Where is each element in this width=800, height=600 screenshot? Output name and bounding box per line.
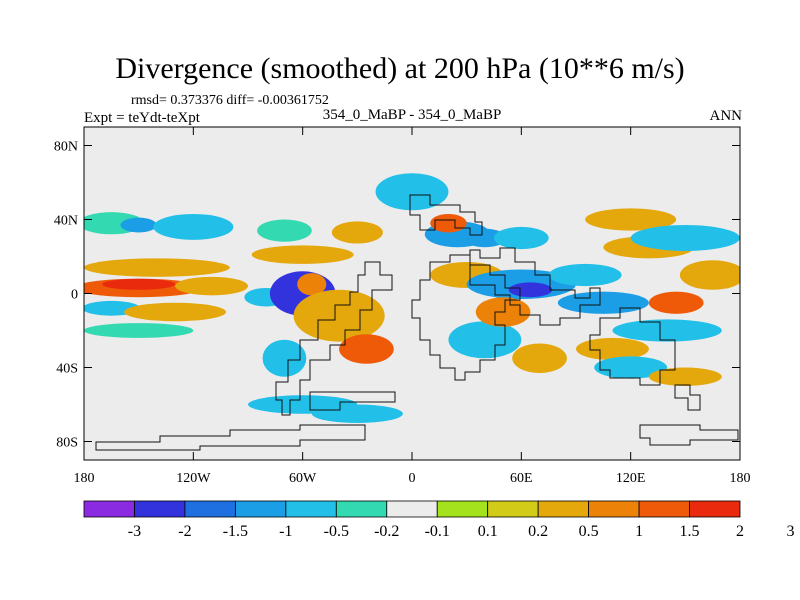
y-tick-label-4: 80S [56, 436, 78, 451]
field-blob-18 [262, 339, 307, 377]
field-blob-37 [576, 337, 649, 361]
field-blob-39 [448, 321, 522, 359]
field-blob-2 [153, 213, 234, 240]
colorbar-label-7: 0.1 [478, 523, 498, 540]
field-blob-30 [557, 291, 649, 314]
colorbar-swatch-1 [134, 500, 186, 518]
rmsd-diff-text: rmsd= 0.373376 diff= -0.00361752 [131, 93, 329, 108]
coastline-north-america [409, 194, 483, 236]
colorbar-swatch-5 [335, 500, 388, 518]
coastline-antarctic-peninsula [309, 391, 396, 411]
colorbar-label-12: 2 [736, 523, 744, 540]
x-tick-label-2: 60W [289, 471, 317, 486]
x-tick-label-5: 120E [616, 471, 646, 486]
coastline-south-america [275, 261, 393, 416]
colorbar-swatch-10 [588, 500, 640, 518]
colorbar-label-8: 0.2 [528, 523, 548, 540]
field-blob-35 [648, 291, 704, 314]
coastline-eurasia [469, 247, 601, 326]
x-axis: 180 120W 60W 0 60E 120E 180 [74, 127, 751, 486]
x-tick-label-1: 120W [176, 471, 211, 486]
field-blob-36 [612, 319, 722, 342]
coastline-africa [411, 254, 521, 381]
field-blob-34 [679, 260, 740, 290]
y-tick-label-2: 0 [71, 288, 78, 303]
field-blob-11 [124, 302, 227, 322]
colorbar-label-4: -0.5 [324, 523, 349, 540]
x-tick-label-3: 0 [409, 471, 416, 486]
x-tick-label-6: 180 [730, 471, 751, 486]
field-blob-1 [120, 217, 157, 233]
chart-title: Divergence (smoothed) at 200 hPa (10**6 … [115, 52, 685, 85]
colorbar-swatch-12 [689, 500, 741, 518]
colorbar-swatch-0 [83, 500, 135, 518]
field-blob-6 [84, 258, 230, 277]
experiment-label: Expt = teYdt-teXpt [84, 110, 200, 126]
y-tick-label-0: 80N [54, 140, 78, 155]
field-blob-23 [430, 213, 467, 233]
colorbar-swatch-2 [184, 500, 236, 518]
field-blob-24 [463, 228, 507, 248]
colorbar-label-3: -1 [279, 523, 292, 540]
colorbar-label-5: -0.2 [374, 523, 399, 540]
field-blob-12 [84, 323, 194, 338]
field-blob-41 [648, 367, 722, 386]
field-blob-8 [102, 278, 176, 290]
colorbar-label-1: -2 [178, 523, 191, 540]
colorbar-swatch-9 [537, 500, 590, 518]
coastline-east-antarctica [639, 424, 739, 446]
field-blob-28 [508, 282, 553, 298]
field-blob-33 [630, 225, 740, 251]
coastline-antarctica [95, 424, 366, 451]
colorbar-label-10: 1 [635, 523, 643, 540]
field-blob-25 [493, 226, 549, 250]
colorbar-swatch-7 [436, 500, 489, 518]
colorbar-label-13: 3 [786, 523, 794, 540]
y-tick-label-3: 40S [56, 362, 78, 377]
field-blob-40 [594, 356, 668, 379]
field-blob-3 [257, 219, 312, 242]
x-tick-label-0: 180 [74, 471, 95, 486]
colorbar-label-9: 0.5 [579, 523, 599, 540]
case-label: 354_0_MaBP - 354_0_MaBP [322, 107, 502, 123]
field-blob-17 [339, 334, 394, 364]
field-blob-4 [331, 221, 383, 244]
field-blob-32 [585, 208, 677, 231]
colorbar-swatch-8 [487, 500, 539, 518]
colorbar: -3 -2 -1.5 -1 -0.5 -0.2 -0.1 0.1 0.2 0.5 1 1.5 2 3 [83, 500, 794, 540]
colorbar-label-11: 1.5 [680, 523, 700, 540]
field-blob-16 [293, 289, 385, 342]
colorbar-label-0: -3 [128, 523, 141, 540]
field-blob-5 [251, 245, 354, 264]
coastline-australia [589, 307, 676, 386]
x-tick-label-4: 60E [510, 471, 533, 486]
colorbar-swatch-3 [234, 500, 287, 518]
field-blob-38 [512, 343, 567, 374]
colorbar-swatch-11 [638, 500, 690, 518]
colorbar-swatch-4 [285, 500, 337, 518]
y-axis: 80N 40N 0 40S 80S [54, 140, 740, 451]
coastlines [95, 194, 739, 451]
field-blob-29 [548, 263, 622, 287]
field-blob-9 [175, 276, 248, 296]
colorbar-swatch-6 [386, 500, 438, 518]
field-blob-20 [311, 404, 403, 423]
y-tick-label-1: 40N [54, 214, 78, 229]
colorbar-label-6: -0.1 [425, 523, 450, 540]
colorbar-label-2: -1.5 [223, 523, 248, 540]
period-label: ANN [709, 108, 743, 124]
coastline-new-zealand [674, 384, 701, 411]
field-blob-15 [297, 273, 327, 296]
